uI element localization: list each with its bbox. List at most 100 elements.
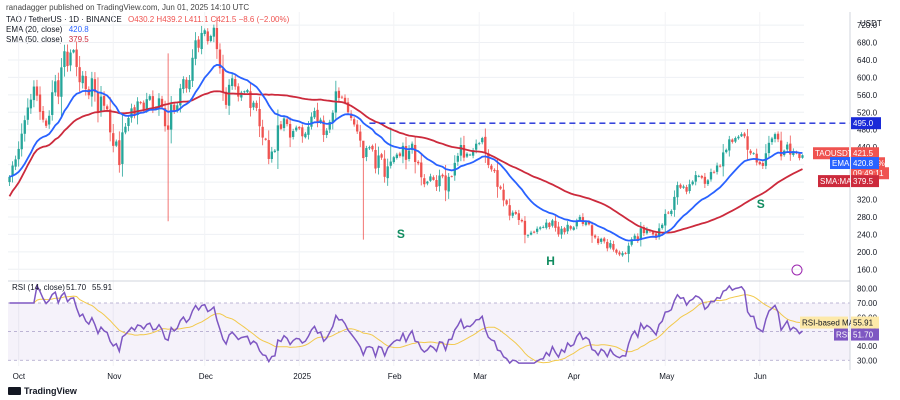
- candle-body: [529, 232, 533, 235]
- rsi-panel: RSI (14, close) 51.70 55.91: [8, 283, 850, 365]
- candle-body: [359, 131, 362, 141]
- candle-body: [664, 213, 667, 226]
- candle-body: [63, 51, 66, 68]
- candle-body: [493, 169, 496, 172]
- price-tick-label: 560.0: [857, 91, 878, 100]
- candle-body: [182, 79, 185, 90]
- candle-body: [725, 149, 728, 153]
- candle-body: [279, 124, 283, 129]
- candle-body: [81, 75, 84, 84]
- candle-body: [84, 76, 87, 90]
- candle-body: [468, 154, 472, 156]
- ema-tag-bg: [830, 157, 850, 170]
- ema-line: [9, 63, 803, 242]
- candle-body: [273, 150, 277, 152]
- ohlc-values: O430.2 H439.2 L411.1 C421.5 −8.6 (−2.00%…: [127, 15, 290, 24]
- candle-body: [237, 86, 240, 97]
- candle-body: [176, 105, 179, 111]
- candle-body: [618, 252, 621, 255]
- candle-body: [490, 165, 493, 170]
- ema-tag: EMA: [832, 159, 850, 168]
- rsi-ma-label-tag-bg: [800, 316, 848, 329]
- ema-value-tag: 420.8: [853, 159, 874, 168]
- candle-body: [459, 145, 463, 156]
- candle-body: [51, 92, 54, 115]
- price-tick-label: 240.0: [857, 230, 878, 239]
- candle-body: [118, 140, 121, 166]
- candle-body: [112, 133, 115, 146]
- candle-body: [8, 176, 11, 183]
- candle-body: [688, 184, 691, 192]
- candle-body: [206, 31, 209, 42]
- candle-body: [612, 244, 615, 250]
- candle-body: [166, 125, 170, 130]
- candle-body: [307, 126, 310, 135]
- countdown-tag: 09:49:11: [853, 169, 884, 178]
- candle-body: [255, 102, 258, 108]
- candle-body: [752, 153, 755, 155]
- candle-body: [413, 144, 417, 163]
- brand-footer: TradingView: [8, 386, 77, 396]
- rsi-tick-label: 40.00: [857, 342, 878, 351]
- candle-body: [267, 140, 270, 159]
- candle-body: [374, 149, 377, 169]
- candle-body: [566, 224, 569, 232]
- price-tick-label: 320.0: [857, 196, 878, 205]
- candle-body: [734, 138, 737, 142]
- candle-body: [90, 78, 94, 97]
- candle-body: [102, 96, 106, 106]
- candle-body: [554, 220, 557, 228]
- candle-body: [96, 92, 100, 113]
- candle-body: [532, 231, 536, 233]
- candle-body: [798, 153, 801, 159]
- candle-body: [26, 107, 29, 120]
- currency-label: USDT: [860, 19, 882, 28]
- candle-body: [685, 186, 688, 192]
- candle-body: [697, 175, 700, 177]
- candle-body: [41, 111, 45, 120]
- time-tick-label: Apr: [568, 372, 581, 381]
- candle-body: [703, 176, 707, 184]
- candle-body: [401, 145, 405, 157]
- publisher-line: ranadagger published on TradingView.com,…: [6, 3, 250, 12]
- candle-body: [551, 220, 554, 226]
- candle-body: [593, 235, 597, 238]
- candle-body: [615, 249, 618, 253]
- pattern-label: H: [546, 254, 555, 268]
- candle-body: [609, 243, 612, 248]
- candle-body: [343, 97, 347, 103]
- candle-body: [173, 104, 176, 112]
- candle-body: [575, 220, 578, 227]
- candle-body: [505, 200, 508, 205]
- rsi-ma-title-value: 55.91: [92, 283, 113, 292]
- candle-body: [645, 229, 649, 234]
- rsi-title: RSI (14, close): [12, 283, 65, 292]
- ema-value-tag-bg: [851, 157, 879, 170]
- time-tick-label: Nov: [107, 372, 121, 381]
- alert-icon: [791, 264, 803, 276]
- candle-body: [633, 235, 636, 239]
- time-tick-label: Oct: [13, 372, 26, 381]
- candle-body: [502, 189, 505, 201]
- price-tick-label: 280.0: [857, 213, 878, 222]
- candle-body: [715, 165, 719, 172]
- candle-body: [66, 51, 69, 67]
- candle-body: [148, 96, 151, 100]
- candle-body: [105, 106, 109, 110]
- candle-body: [767, 142, 771, 154]
- candle-body: [157, 98, 161, 109]
- candle-body: [731, 139, 734, 142]
- symbol-title: TAO / TetherUS · 1D · BINANCE: [6, 15, 122, 24]
- candle-body: [352, 119, 356, 125]
- candle-body: [221, 68, 225, 92]
- candle-body: [304, 133, 307, 138]
- time-tick-label: Jun: [754, 372, 767, 381]
- rsi-value-tag: 51.70: [853, 331, 874, 340]
- candle-body: [203, 30, 206, 35]
- rsi-ma-value-tag-bg: [851, 316, 879, 329]
- candle-body: [349, 113, 353, 118]
- candle-body: [624, 253, 627, 254]
- candle-body: [20, 133, 23, 150]
- candle-body: [417, 161, 420, 164]
